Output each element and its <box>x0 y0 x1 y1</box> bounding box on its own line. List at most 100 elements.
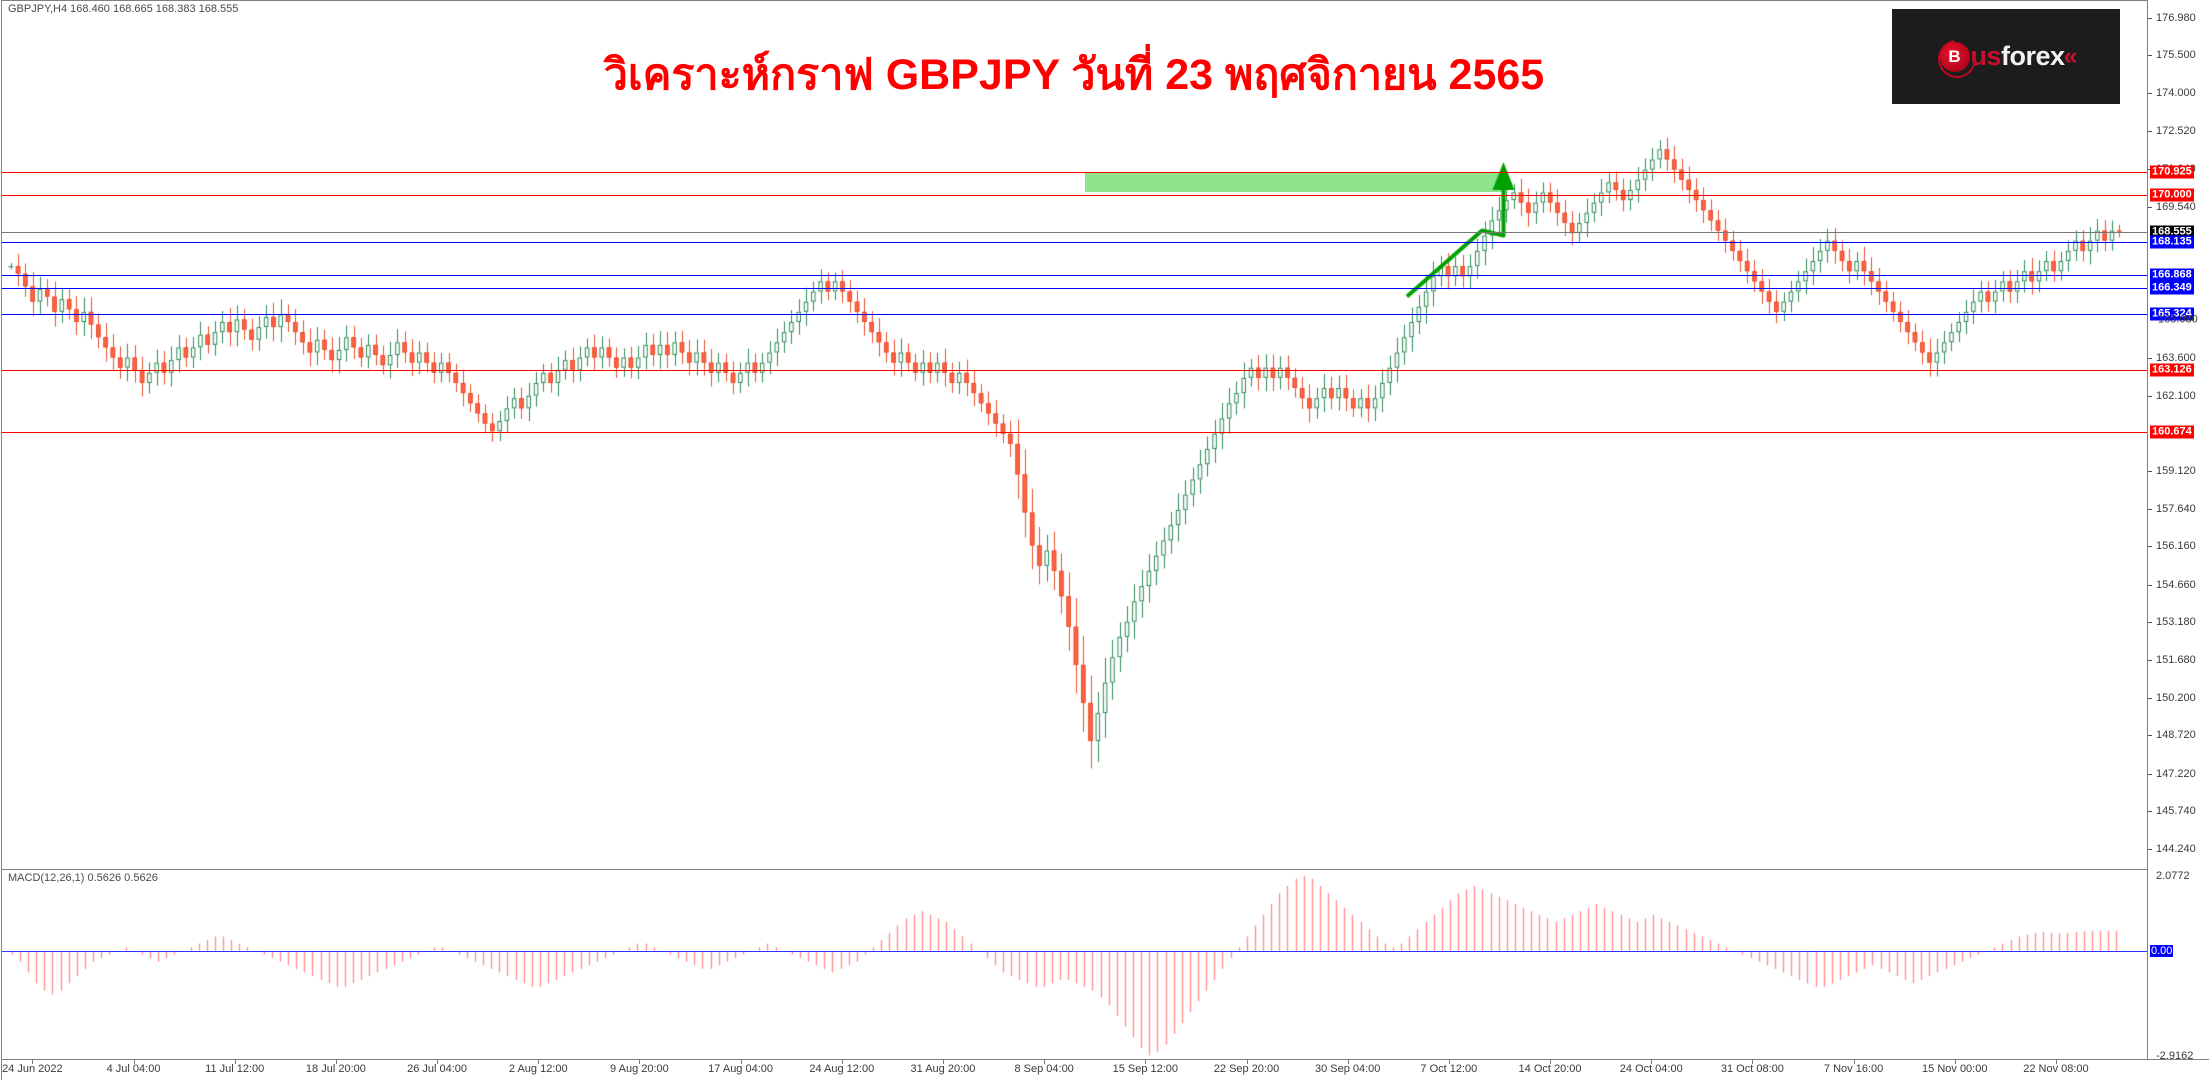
time-tick-mark <box>538 1059 540 1064</box>
logo-mark-letter: B <box>1948 47 1961 66</box>
price-tick-mark <box>2148 471 2152 473</box>
level-line-support <box>2 242 2147 244</box>
price-tick-label: 151.680 <box>2156 654 2196 667</box>
time-tick-label: 31 Oct 08:00 <box>1720 1063 1784 1075</box>
price-level-chip: 170.000 <box>2150 188 2194 202</box>
time-tick-label: 11 Jul 12:00 <box>205 1063 265 1075</box>
level-line-resistance <box>2 195 2147 196</box>
time-tick-mark <box>1651 1059 1653 1064</box>
price-level-chip: 165.080 <box>2158 313 2198 326</box>
time-tick-mark <box>639 1059 641 1064</box>
time-tick-mark <box>1347 1059 1349 1064</box>
price-tick-label: 153.180 <box>2156 616 2196 629</box>
price-tick-label: 148.720 <box>2156 729 2196 742</box>
price-tick-mark <box>2148 622 2152 624</box>
price-tick-label: 159.120 <box>2156 465 2196 478</box>
level-line-resistance <box>2 369 2147 371</box>
level-line-support <box>2 274 2147 276</box>
time-tick-label: 7 Nov 16:00 <box>1823 1063 1884 1075</box>
time-tick-label: 2 Aug 12:00 <box>508 1063 568 1075</box>
arrow-annotation-canvas <box>0 0 2148 870</box>
price-tick-label: 162.100 <box>2156 389 2196 402</box>
price-tick-label: 176.980 <box>2156 11 2196 24</box>
price-level-chip: 163.126 <box>2150 363 2194 377</box>
price-tick-label: 175.500 <box>2156 49 2196 62</box>
price-tick-label: 154.660 <box>2156 578 2196 591</box>
time-tick-label: 24 Jun 2022 <box>2 1063 63 1075</box>
time-tick-mark <box>1246 1059 1248 1064</box>
price-tick-mark <box>2148 206 2152 208</box>
time-tick-mark <box>740 1059 742 1064</box>
time-tick-mark <box>335 1059 337 1064</box>
price-tick-mark <box>2148 508 2152 510</box>
price-tick-label: 144.240 <box>2156 843 2196 856</box>
price-tick-mark <box>2148 93 2152 95</box>
time-tick-label: 30 Sep 04:00 <box>1314 1063 1381 1075</box>
price-tick-label: 145.740 <box>2156 805 2196 818</box>
logo-text-forex: forex <box>2001 41 2065 71</box>
time-tick-mark <box>32 1059 34 1064</box>
price-tick-mark <box>2148 584 2152 586</box>
page-title: วิเคราะห์กราฟ GBPJPY วันที่ 23 พฤศจิกายน… <box>603 51 1545 99</box>
symbol-quote-header: GBPJPY,H4 168.460 168.665 168.383 168.55… <box>8 3 239 15</box>
price-tick-label: 156.160 <box>2156 540 2196 553</box>
time-tick-label: 24 Oct 04:00 <box>1619 1063 1683 1075</box>
bitcoin-b-icon: B <box>1939 41 1970 72</box>
time-tick-label: 26 Jul 04:00 <box>407 1063 468 1075</box>
price-tick-mark <box>2148 697 2152 699</box>
time-tick-mark <box>1044 1059 1046 1064</box>
price-tick-mark <box>2148 546 2152 548</box>
level-line-resistance <box>2 431 2147 433</box>
double-chevron-icon: « <box>2063 42 2078 70</box>
time-tick-mark <box>234 1059 236 1064</box>
level-line-current <box>2 231 2147 233</box>
price-tick-mark <box>2148 660 2152 662</box>
price-tick-label: 157.640 <box>2156 502 2196 515</box>
price-level-chip: 168.555 <box>2150 225 2194 239</box>
price-tick-label: 172.520 <box>2156 125 2196 137</box>
price-level-chip: 166.868 <box>2150 268 2194 282</box>
time-tick-label: 14 Oct 20:00 <box>1518 1063 1582 1075</box>
macd-tick-label: 0.00 <box>2150 944 2174 957</box>
price-tick-mark <box>2148 849 2152 851</box>
price-tick-label: 150.200 <box>2156 691 2196 704</box>
price-tick-label: 169.540 <box>2156 200 2196 213</box>
price-level-chip: 160.674 <box>2150 425 2194 439</box>
time-tick-mark <box>841 1059 843 1064</box>
time-tick-mark <box>1954 1059 1956 1064</box>
macd-histogram-canvas <box>0 870 2148 1060</box>
macd-tick-label: -2.9162 <box>2156 1050 2194 1062</box>
time-tick-mark <box>1550 1059 1552 1064</box>
macd-zero-level <box>2 950 2147 952</box>
time-tick-label: 4 Jul 04:00 <box>106 1063 161 1075</box>
busforex-logo[interactable]: B us forex « <box>1892 9 2120 104</box>
time-tick-label: 18 Jul 20:00 <box>305 1063 366 1075</box>
price-tick-mark <box>2148 811 2152 813</box>
time-tick-label: 22 Sep 20:00 <box>1213 1063 1280 1075</box>
time-tick-label: 8 Sep 04:00 <box>1014 1063 1074 1075</box>
price-tick-mark <box>2148 17 2152 19</box>
time-tick-label: 17 Aug 04:00 <box>708 1063 774 1075</box>
macd-tick-label: 2.0772 <box>2156 870 2190 882</box>
price-tick-label: 147.220 <box>2156 767 2196 780</box>
time-tick-label: 7 Oct 12:00 <box>1420 1063 1478 1075</box>
price-level-chip: 166.349 <box>2150 281 2194 295</box>
level-line-resistance <box>2 171 2147 173</box>
price-tick-mark <box>2148 395 2152 397</box>
price-tick-mark <box>2148 357 2152 359</box>
price-level-chip: 165.324 <box>2150 307 2194 321</box>
time-tick-label: 15 Sep 12:00 <box>1112 1063 1179 1075</box>
price-tick-label: 163.600 <box>2156 351 2196 364</box>
price-tick-label: 174.000 <box>2156 87 2196 100</box>
time-tick-mark <box>1448 1059 1450 1064</box>
time-tick-label: 24 Aug 12:00 <box>809 1063 875 1075</box>
price-tick-mark <box>2148 773 2152 775</box>
macd-indicator-header: MACD(12,26,1) 0.5626 0.5626 <box>8 872 158 884</box>
price-tick-mark <box>2148 735 2152 737</box>
time-tick-label: 22 Nov 08:00 <box>2023 1063 2089 1075</box>
time-tick-label: 9 Aug 20:00 <box>610 1063 669 1075</box>
level-line-support <box>2 313 2147 315</box>
time-tick-mark <box>1752 1059 1754 1064</box>
price-tick-mark <box>2148 131 2152 132</box>
